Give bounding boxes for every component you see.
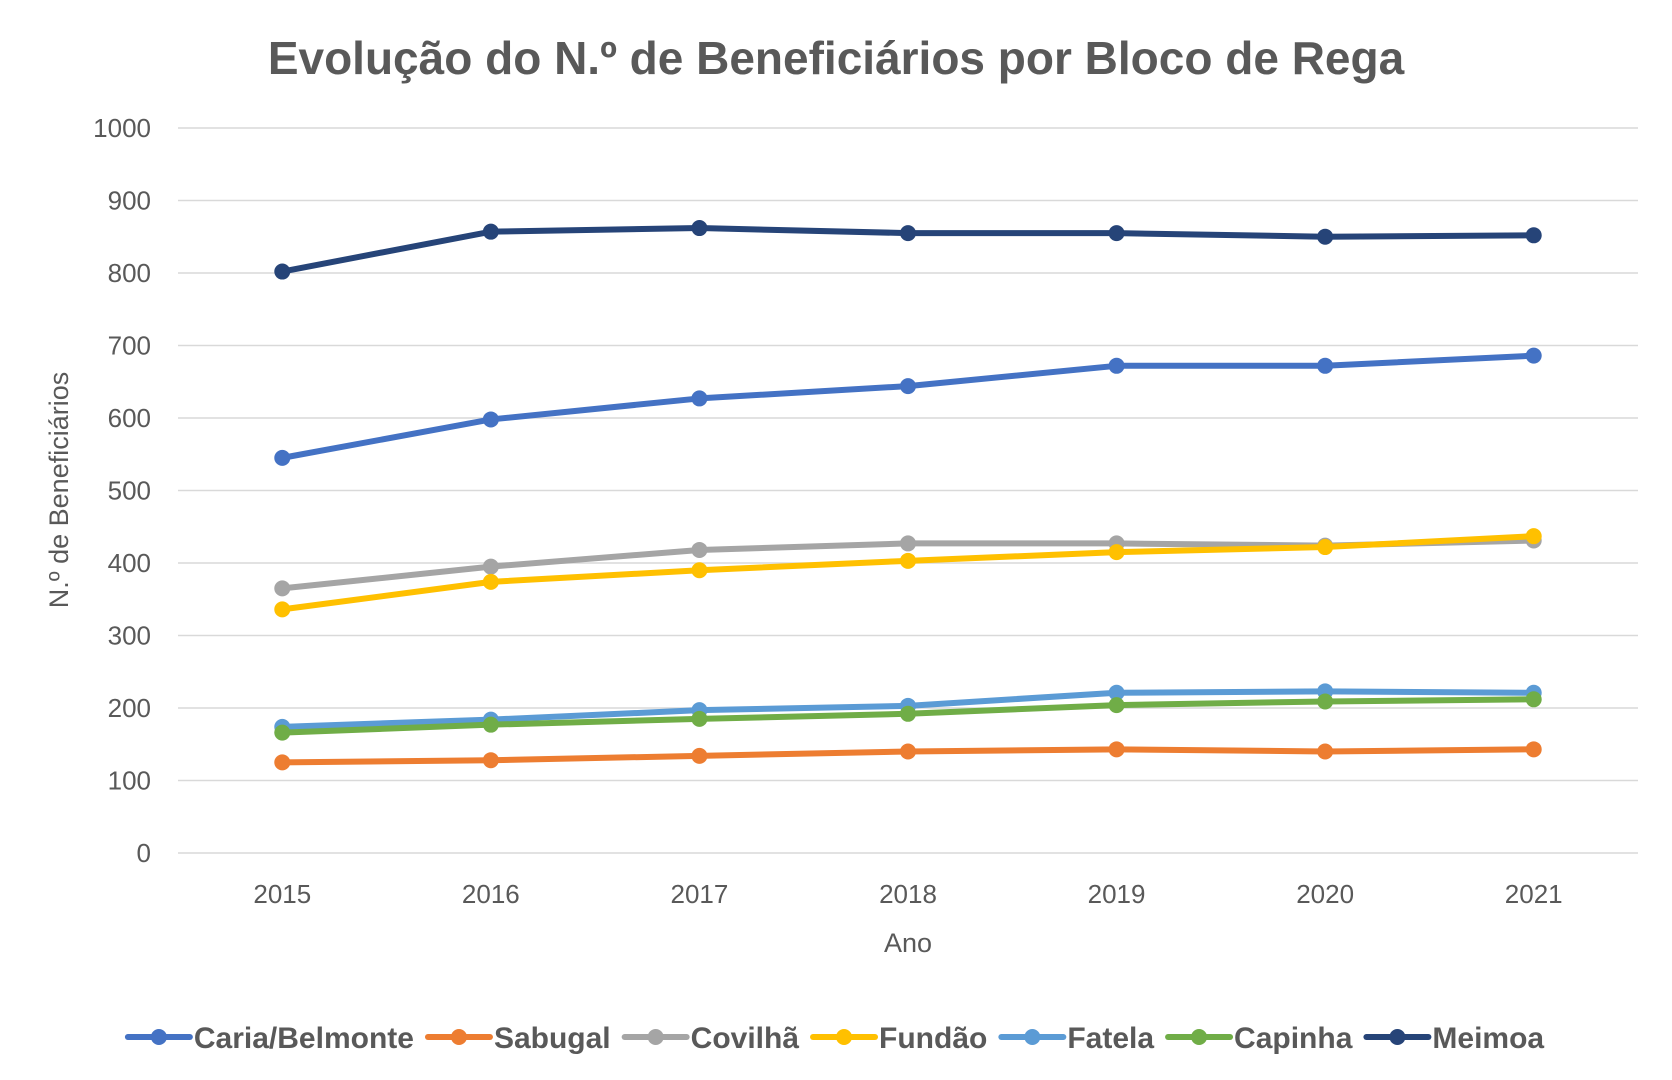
data-point: [1108, 697, 1125, 714]
y-tick-label: 400: [108, 548, 151, 578]
data-point: [691, 541, 708, 558]
data-point: [1525, 741, 1542, 758]
y-tick-label: 100: [108, 766, 151, 796]
x-tick-label: 2018: [879, 879, 937, 909]
legend-item[interactable]: Sabugal: [424, 1022, 611, 1055]
data-point: [482, 573, 499, 590]
data-point: [691, 747, 708, 764]
data-point: [1108, 684, 1125, 701]
data-point: [1317, 357, 1334, 374]
legend-dot-marker-icon: [1024, 1029, 1041, 1045]
data-point: [1317, 228, 1334, 245]
data-point: [482, 223, 499, 240]
data-point: [274, 601, 291, 618]
data-point: [274, 580, 291, 597]
legend-dot-marker-icon: [1389, 1029, 1406, 1045]
legend-item[interactable]: Fatela: [998, 1022, 1154, 1055]
data-point: [482, 752, 499, 769]
data-point: [900, 378, 916, 395]
data-point: [1108, 225, 1125, 242]
series-meimoa: [274, 220, 1542, 280]
legend-dot-marker-icon: [150, 1029, 167, 1045]
data-point: [1525, 691, 1542, 708]
legend-item[interactable]: Meimoa: [1363, 1022, 1544, 1055]
legend-label: Fatela: [1067, 1022, 1154, 1055]
data-point: [1525, 227, 1542, 244]
x-tick-label: 2017: [671, 879, 729, 909]
x-tick-label: 2016: [462, 879, 520, 909]
data-point: [900, 225, 916, 242]
series-capinha: [274, 691, 1542, 741]
y-tick-label: 1000: [93, 113, 151, 143]
x-tick-label: 2021: [1505, 879, 1563, 909]
data-point: [900, 743, 916, 760]
y-tick-label: 200: [108, 693, 151, 723]
series-fund-o: [274, 528, 1542, 618]
data-point: [274, 263, 291, 280]
y-axis-ticks: 0 100 200 300 400 500 600 700 800 900 1000: [93, 113, 151, 868]
y-tick-label: 500: [108, 476, 151, 506]
y-tick-label: 700: [108, 331, 151, 361]
data-point: [1108, 741, 1125, 758]
data-point: [691, 220, 708, 237]
y-tick-label: 300: [108, 621, 151, 651]
data-point: [1317, 539, 1334, 556]
chart-title: Evolução do N.º de Beneficiários por Blo…: [268, 32, 1405, 84]
y-axis-title: N.º de Beneficiários: [44, 372, 74, 608]
y-tick-label: 0: [137, 838, 151, 868]
data-point: [691, 390, 708, 407]
data-point: [691, 562, 708, 579]
series-line: [279, 352, 1537, 461]
legend-dot-marker-icon: [836, 1029, 853, 1045]
data-point: [691, 710, 708, 727]
x-axis-ticks: 2015 2016 2017 2018 2019 2020 2021: [253, 879, 1562, 909]
legend-label: Fundão: [879, 1022, 987, 1055]
legend-item[interactable]: Covilhã: [621, 1022, 800, 1055]
data-point: [1525, 528, 1542, 545]
data-point: [900, 552, 916, 569]
legend: Caria/Belmonte Sabugal Covilhã Fundão Fatela…: [124, 1022, 1544, 1055]
data-point: [1317, 693, 1334, 710]
x-tick-label: 2019: [1088, 879, 1146, 909]
data-point: [482, 716, 499, 733]
legend-label: Caria/Belmonte: [194, 1022, 414, 1055]
legend-label: Covilhã: [691, 1022, 800, 1055]
data-point: [274, 449, 291, 466]
legend-dot-marker-icon: [647, 1029, 664, 1045]
legend-dot-marker-icon: [1191, 1029, 1208, 1045]
data-point: [1317, 743, 1334, 760]
x-axis-title: Ano: [884, 928, 932, 958]
legend-label: Capinha: [1234, 1022, 1353, 1055]
data-point: [1108, 357, 1125, 374]
data-point: [482, 558, 499, 575]
y-tick-label: 800: [108, 258, 151, 288]
data-point: [482, 411, 499, 428]
data-point: [274, 724, 291, 741]
data-point: [1525, 347, 1542, 364]
y-tick-label: 600: [108, 403, 151, 433]
series-lines: [274, 220, 1542, 771]
data-point: [900, 535, 916, 552]
legend-item[interactable]: Caria/Belmonte: [124, 1022, 414, 1055]
legend-item[interactable]: Fundão: [810, 1022, 987, 1055]
x-tick-label: 2015: [253, 879, 311, 909]
y-tick-label: 900: [108, 186, 151, 216]
x-tick-label: 2020: [1296, 879, 1354, 909]
data-point: [274, 754, 291, 771]
legend-label: Sabugal: [494, 1022, 611, 1055]
series-caria-belmonte: [274, 347, 1542, 466]
data-point: [900, 705, 916, 722]
legend-label: Meimoa: [1432, 1022, 1544, 1055]
series-sabugal: [274, 741, 1542, 771]
legend-item[interactable]: Capinha: [1165, 1022, 1353, 1055]
data-point: [1108, 544, 1125, 561]
legend-dot-marker-icon: [450, 1029, 467, 1045]
